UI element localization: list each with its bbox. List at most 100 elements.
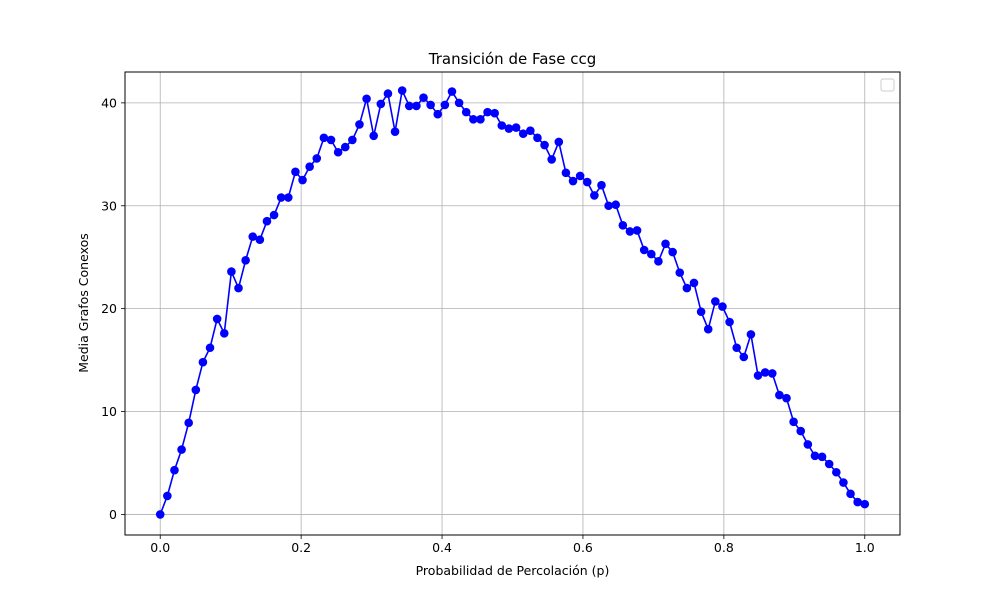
data-point (682, 283, 692, 293)
data-point (746, 330, 756, 339)
plot-frame (124, 71, 901, 536)
chart-title: Transición de Fase ccg (428, 50, 596, 68)
data-point (632, 226, 642, 235)
data-point (547, 155, 556, 164)
data-point (433, 109, 443, 119)
data-point (255, 235, 265, 245)
data-point (661, 239, 670, 249)
data-point (703, 324, 713, 334)
data-point (575, 171, 585, 181)
y-axis-label: Media Grafos Conexos (76, 233, 91, 372)
data-point (611, 200, 621, 210)
series-layer (155, 86, 870, 519)
data-point (284, 193, 293, 202)
data-point (397, 86, 407, 95)
data-point (469, 115, 478, 124)
data-point (554, 137, 564, 147)
data-point (668, 247, 677, 257)
data-point (675, 268, 685, 277)
y-axis-ticks: 0 10 20 30 40 (101, 95, 125, 522)
x-tick-label: 1.0 (855, 540, 875, 555)
data-point (810, 451, 820, 461)
data-point (504, 124, 514, 133)
data-point (404, 101, 414, 111)
data-point (711, 297, 720, 306)
data-point (511, 123, 521, 132)
data-point (163, 491, 172, 501)
data-point (582, 177, 592, 187)
data-point (689, 278, 699, 288)
data-point (718, 302, 727, 311)
data-point (832, 467, 841, 477)
data-point (647, 249, 656, 259)
data-point (725, 317, 734, 327)
data-point (497, 121, 507, 130)
x-axis-label: Probabilidad de Percolación (p) (416, 563, 610, 578)
data-point (362, 94, 371, 104)
data-point (390, 127, 400, 136)
data-point (312, 154, 322, 163)
data-point (447, 87, 457, 96)
data-point (305, 162, 314, 171)
data-point (319, 133, 329, 143)
data-point (461, 107, 471, 117)
data-point (775, 390, 784, 400)
data-point (241, 255, 250, 265)
data-point (860, 499, 870, 509)
data-point (298, 175, 307, 185)
data-point (348, 135, 357, 145)
data-point (767, 369, 777, 378)
data-point (824, 459, 834, 469)
data-point (227, 267, 236, 276)
data-point (440, 100, 450, 110)
data-point (212, 314, 222, 324)
data-point (205, 343, 215, 353)
data-point (782, 393, 791, 403)
data-point (526, 126, 535, 135)
data-point (760, 368, 770, 377)
data-point (155, 510, 165, 519)
data-point (291, 167, 300, 177)
data-point (369, 131, 379, 141)
data-point (625, 227, 635, 236)
data-point (412, 101, 421, 111)
data-point (639, 245, 649, 255)
y-tick-label: 40 (101, 95, 117, 110)
x-axis-ticks: 0.0 0.2 0.4 0.6 0.8 1.0 (150, 535, 875, 555)
x-tick-label: 0.6 (573, 540, 593, 555)
data-point (326, 135, 336, 145)
data-point (262, 216, 272, 226)
legend-box[interactable] (880, 78, 895, 92)
data-point (618, 221, 628, 230)
data-point (540, 140, 549, 150)
y-tick-label: 0 (109, 507, 117, 522)
data-point (483, 107, 492, 117)
data-point (817, 452, 827, 462)
x-tick-label: 0.8 (714, 540, 734, 555)
data-point (696, 307, 706, 317)
data-point (340, 142, 350, 152)
data-point (383, 89, 393, 98)
y-tick-label: 10 (101, 404, 117, 419)
data-point (269, 210, 279, 220)
data-point (219, 329, 229, 338)
data-point (170, 465, 179, 475)
data-point (426, 100, 435, 110)
x-tick-label: 0.2 (291, 540, 311, 555)
data-point (846, 489, 855, 499)
data-point (419, 93, 428, 103)
data-point (839, 478, 848, 487)
data-point (753, 371, 763, 380)
data-point (177, 445, 186, 454)
data-point (533, 133, 542, 143)
data-point (590, 191, 599, 200)
data-point (276, 193, 286, 202)
data-point (739, 352, 749, 362)
x-tick-label: 0.4 (432, 540, 452, 555)
data-point (191, 385, 201, 395)
data-point (234, 283, 243, 293)
data-point (184, 418, 193, 428)
data-point (796, 426, 806, 436)
